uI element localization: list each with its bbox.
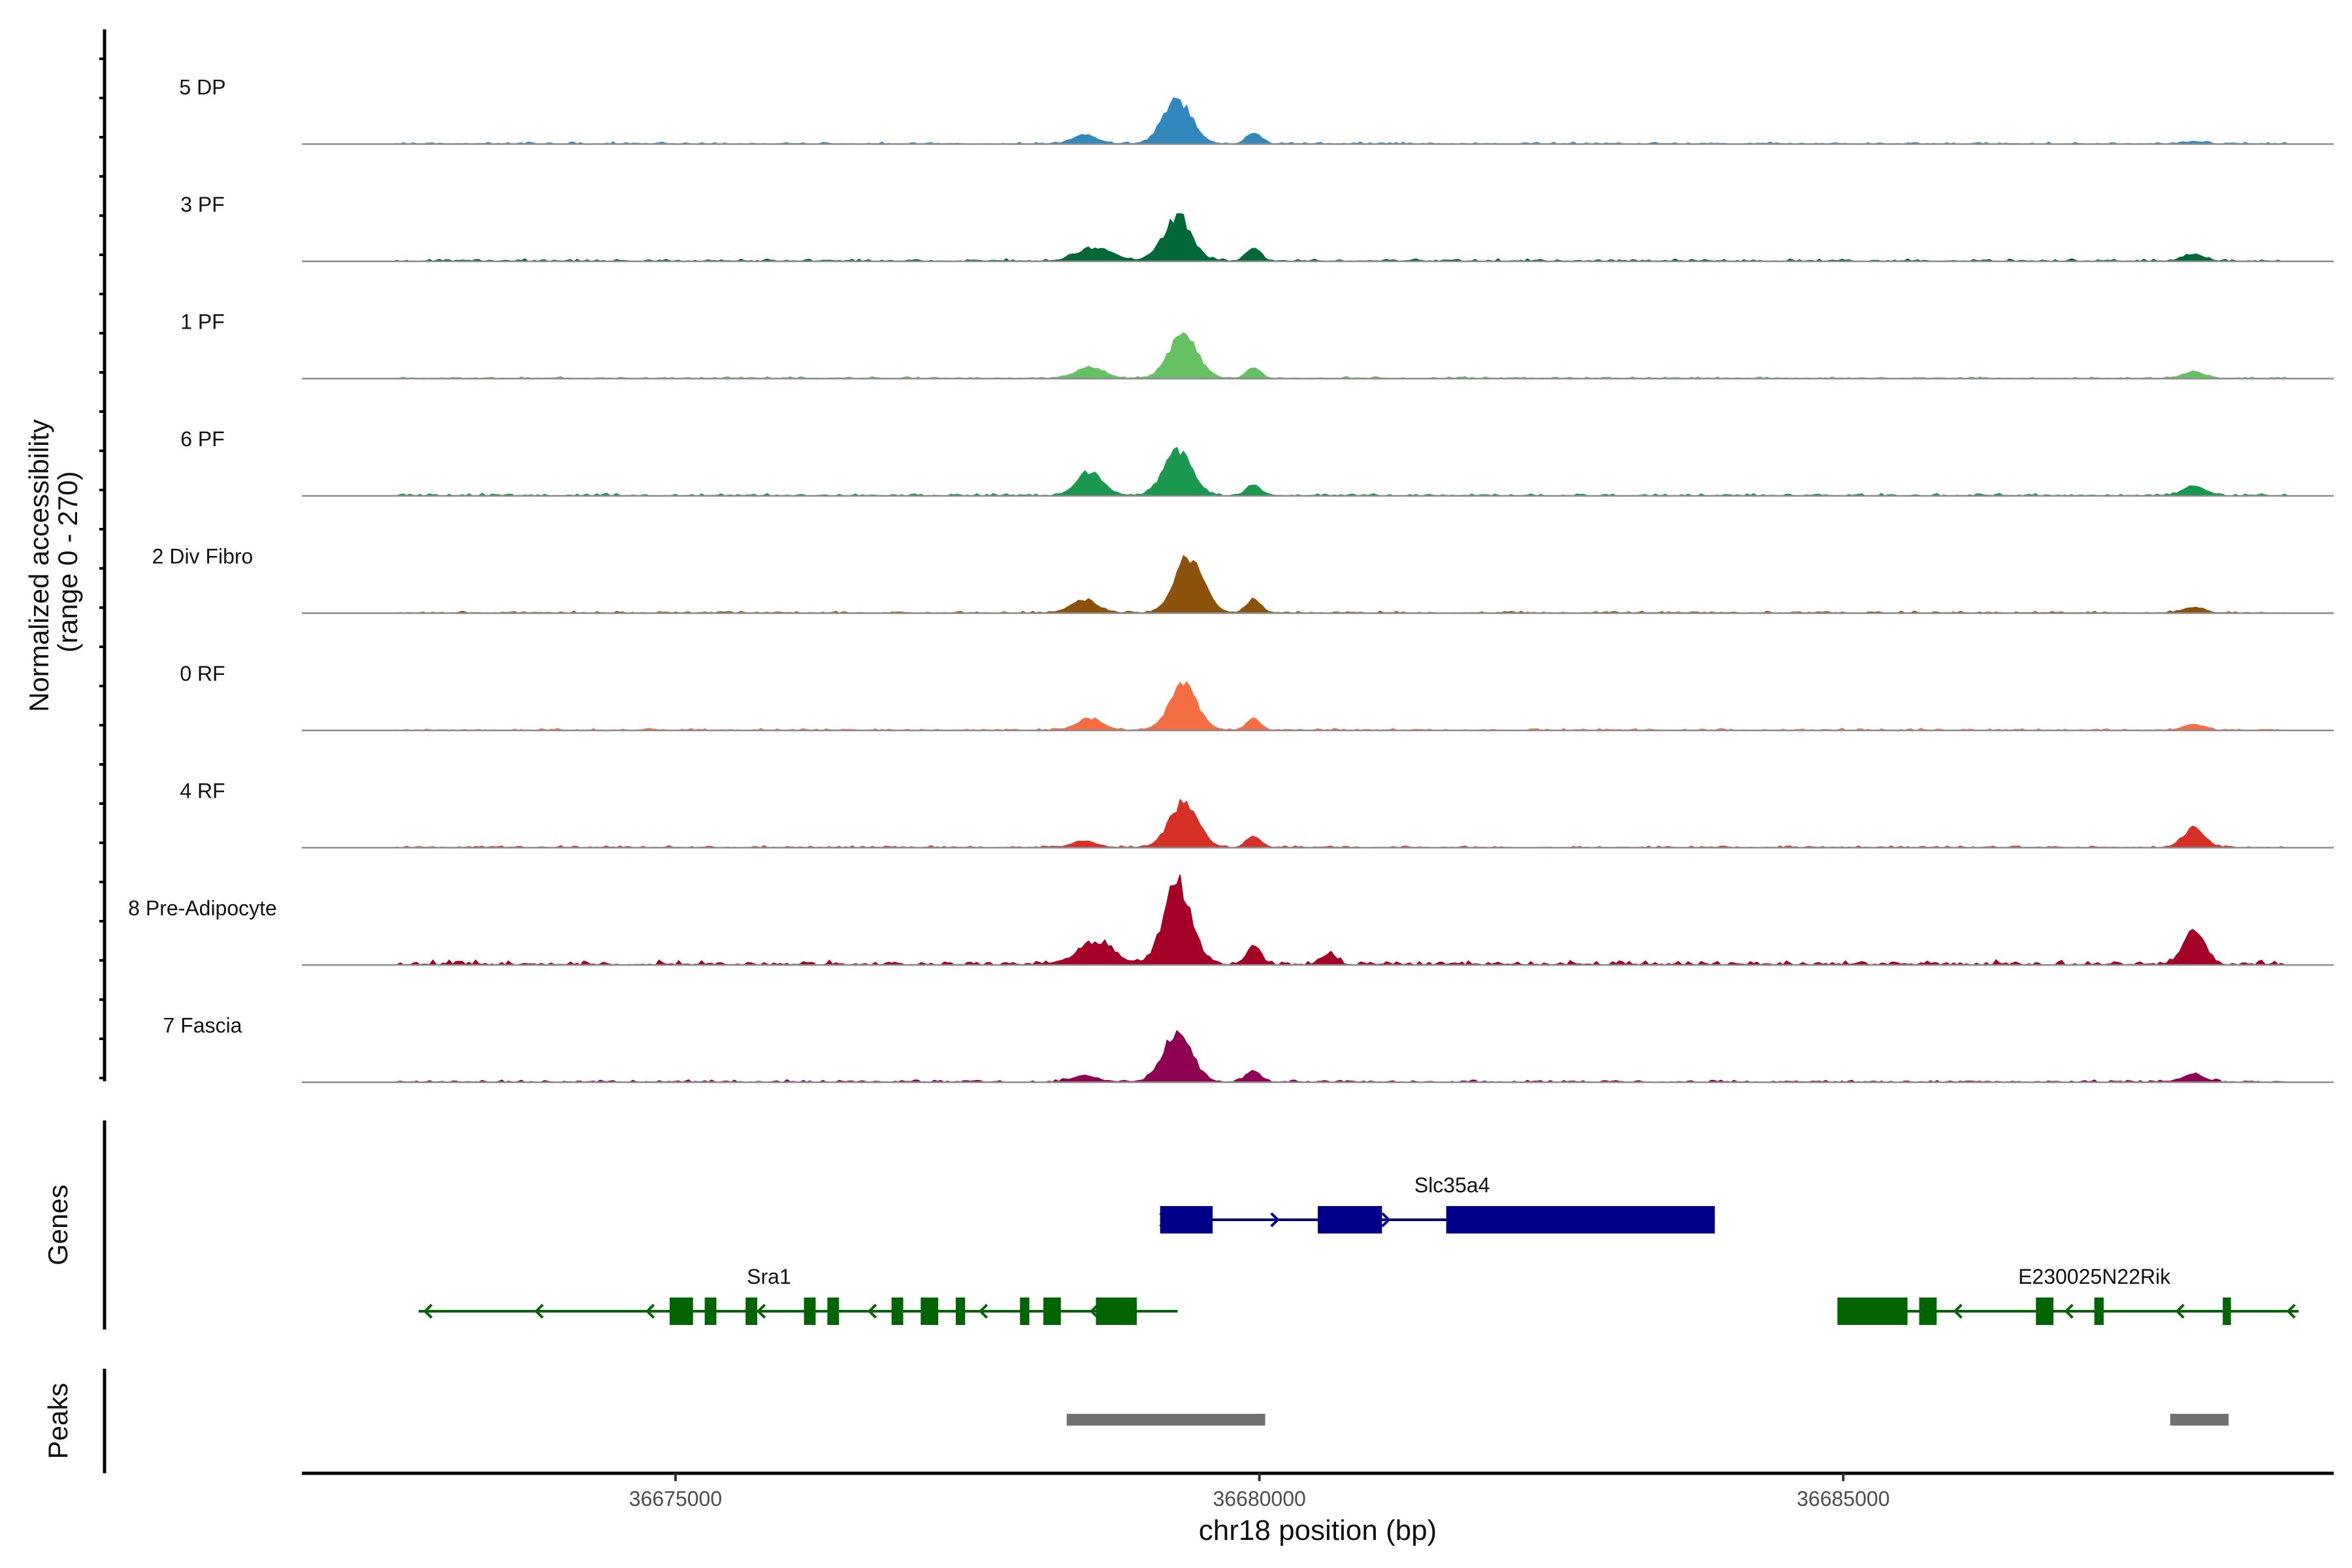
x-axis: 36675000 36680000 36685000 chr18 position … bbox=[302, 1471, 2334, 1546]
strand-arrow-icon bbox=[1381, 1212, 1391, 1228]
track-label: 5 DP bbox=[179, 76, 225, 99]
gene-exon bbox=[827, 1298, 840, 1325]
gene-exon bbox=[2223, 1298, 2231, 1325]
track-0-rf: 0 RF bbox=[180, 662, 2334, 732]
strand-arrow-icon bbox=[534, 1303, 544, 1319]
strand-arrow-icon bbox=[756, 1303, 766, 1319]
gene-exon bbox=[1160, 1206, 1213, 1233]
y-axis-title: Normalized accessibility (range 0 - 270) bbox=[24, 412, 83, 712]
track-label: 1 PF bbox=[180, 310, 225, 334]
strand-arrow-icon bbox=[645, 1303, 655, 1319]
track-label: 0 RF bbox=[180, 662, 225, 685]
gene-exon bbox=[745, 1298, 758, 1325]
track-7-fascia: 7 Fascia bbox=[163, 1014, 2334, 1083]
y-axis: Normalized accessibility (range 0 - 270) bbox=[24, 29, 106, 1081]
track-4-rf: 4 RF bbox=[180, 779, 2334, 849]
x-tick-label: 36675000 bbox=[629, 1487, 722, 1511]
track-label: 6 PF bbox=[180, 427, 225, 451]
track-6-pf: 6 PF bbox=[180, 427, 2334, 497]
gene-exon bbox=[1318, 1206, 1382, 1233]
peak-region bbox=[1066, 1414, 1266, 1426]
gene-exon bbox=[2094, 1298, 2104, 1325]
gene-exon bbox=[670, 1298, 693, 1325]
track-2-div-fibro: 2 Div Fibro bbox=[152, 545, 2334, 614]
strand-arrow-icon bbox=[978, 1303, 988, 1319]
x-tick-label: 36685000 bbox=[1797, 1487, 1889, 1511]
gene-slc35a4: Slc35a4 bbox=[1159, 1173, 1715, 1233]
track-label: 8 Pre-Adipocyte bbox=[128, 896, 277, 920]
gene-models: Slc35a4 Sra1 E230025N22Rik bbox=[418, 1173, 2299, 1325]
strand-arrow-icon bbox=[1953, 1303, 1963, 1319]
strand-arrow-icon bbox=[2064, 1303, 2074, 1319]
coverage-area bbox=[302, 798, 2334, 849]
gene-exon bbox=[1837, 1298, 1908, 1325]
track-3-pf: 3 PF bbox=[180, 193, 2334, 263]
x-tick-label: 36680000 bbox=[1213, 1487, 1305, 1511]
track-label: 2 Div Fibro bbox=[152, 545, 253, 568]
strand-arrow-icon bbox=[423, 1303, 433, 1319]
gene-e230025n22rik: E230025N22Rik bbox=[1837, 1265, 2299, 1325]
y-axis-title-line2: (range 0 - 270) bbox=[52, 471, 83, 653]
coverage-area bbox=[302, 681, 2334, 731]
gene-exon bbox=[1043, 1298, 1061, 1325]
strand-arrow-icon bbox=[2286, 1303, 2296, 1319]
genes-section: Genes Slc35a4 Sra1 E230025N22Rik bbox=[42, 1120, 2299, 1330]
genes-section-label: Genes bbox=[42, 1184, 73, 1266]
x-axis-ticks: 36675000 36680000 36685000 bbox=[629, 1473, 1889, 1511]
track-area: 5 DP 3 PF 1 PF 6 PF 2 Div Fibro 0 RF 4 RF 8 Pre… bbox=[128, 76, 2334, 1083]
coverage-area bbox=[302, 446, 2334, 497]
gene-exon bbox=[1096, 1298, 1137, 1325]
coverage-area bbox=[302, 555, 2334, 614]
gene-exon bbox=[891, 1298, 904, 1325]
x-axis-title: chr18 position (bp) bbox=[1199, 1514, 1437, 1546]
coverage-area bbox=[302, 1030, 2334, 1083]
peaks-section-label: Peaks bbox=[42, 1383, 73, 1460]
track-5-dp: 5 DP bbox=[179, 76, 2334, 145]
gene-sra1: Sra1 bbox=[418, 1265, 1178, 1325]
gene-exon bbox=[2036, 1298, 2054, 1325]
gene-exon bbox=[921, 1298, 939, 1325]
gene-exon bbox=[1446, 1206, 1715, 1233]
gene-exon bbox=[804, 1298, 816, 1325]
track-1-pf: 1 PF bbox=[180, 310, 2334, 380]
gene-exon bbox=[704, 1298, 717, 1325]
gene-label: Slc35a4 bbox=[1414, 1173, 1490, 1197]
track-8-pre-adipocyte: 8 Pre-Adipocyte bbox=[128, 874, 2334, 966]
y-axis-title-line1: Normalized accessibility bbox=[24, 419, 54, 712]
track-label: 3 PF bbox=[180, 193, 225, 216]
y-axis-ticks bbox=[99, 57, 105, 1079]
coverage-area bbox=[302, 332, 2334, 380]
strand-arrow-icon bbox=[867, 1303, 877, 1319]
gene-label: E230025N22Rik bbox=[2018, 1265, 2171, 1288]
track-label: 7 Fascia bbox=[163, 1014, 242, 1037]
coverage-area bbox=[302, 97, 2334, 145]
peaks-section: Peaks bbox=[42, 1369, 2229, 1473]
gene-exon bbox=[1020, 1298, 1030, 1325]
coverage-area bbox=[302, 213, 2334, 262]
gene-exon bbox=[1919, 1298, 1937, 1325]
gene-exon bbox=[955, 1298, 966, 1325]
strand-arrow-icon bbox=[2175, 1303, 2185, 1319]
peak-regions bbox=[1066, 1414, 2229, 1426]
peak-region bbox=[2170, 1414, 2229, 1426]
strand-arrow-icon bbox=[1270, 1212, 1280, 1228]
track-label: 4 RF bbox=[180, 779, 225, 803]
gene-label: Sra1 bbox=[747, 1265, 791, 1288]
coverage-area bbox=[302, 874, 2334, 966]
